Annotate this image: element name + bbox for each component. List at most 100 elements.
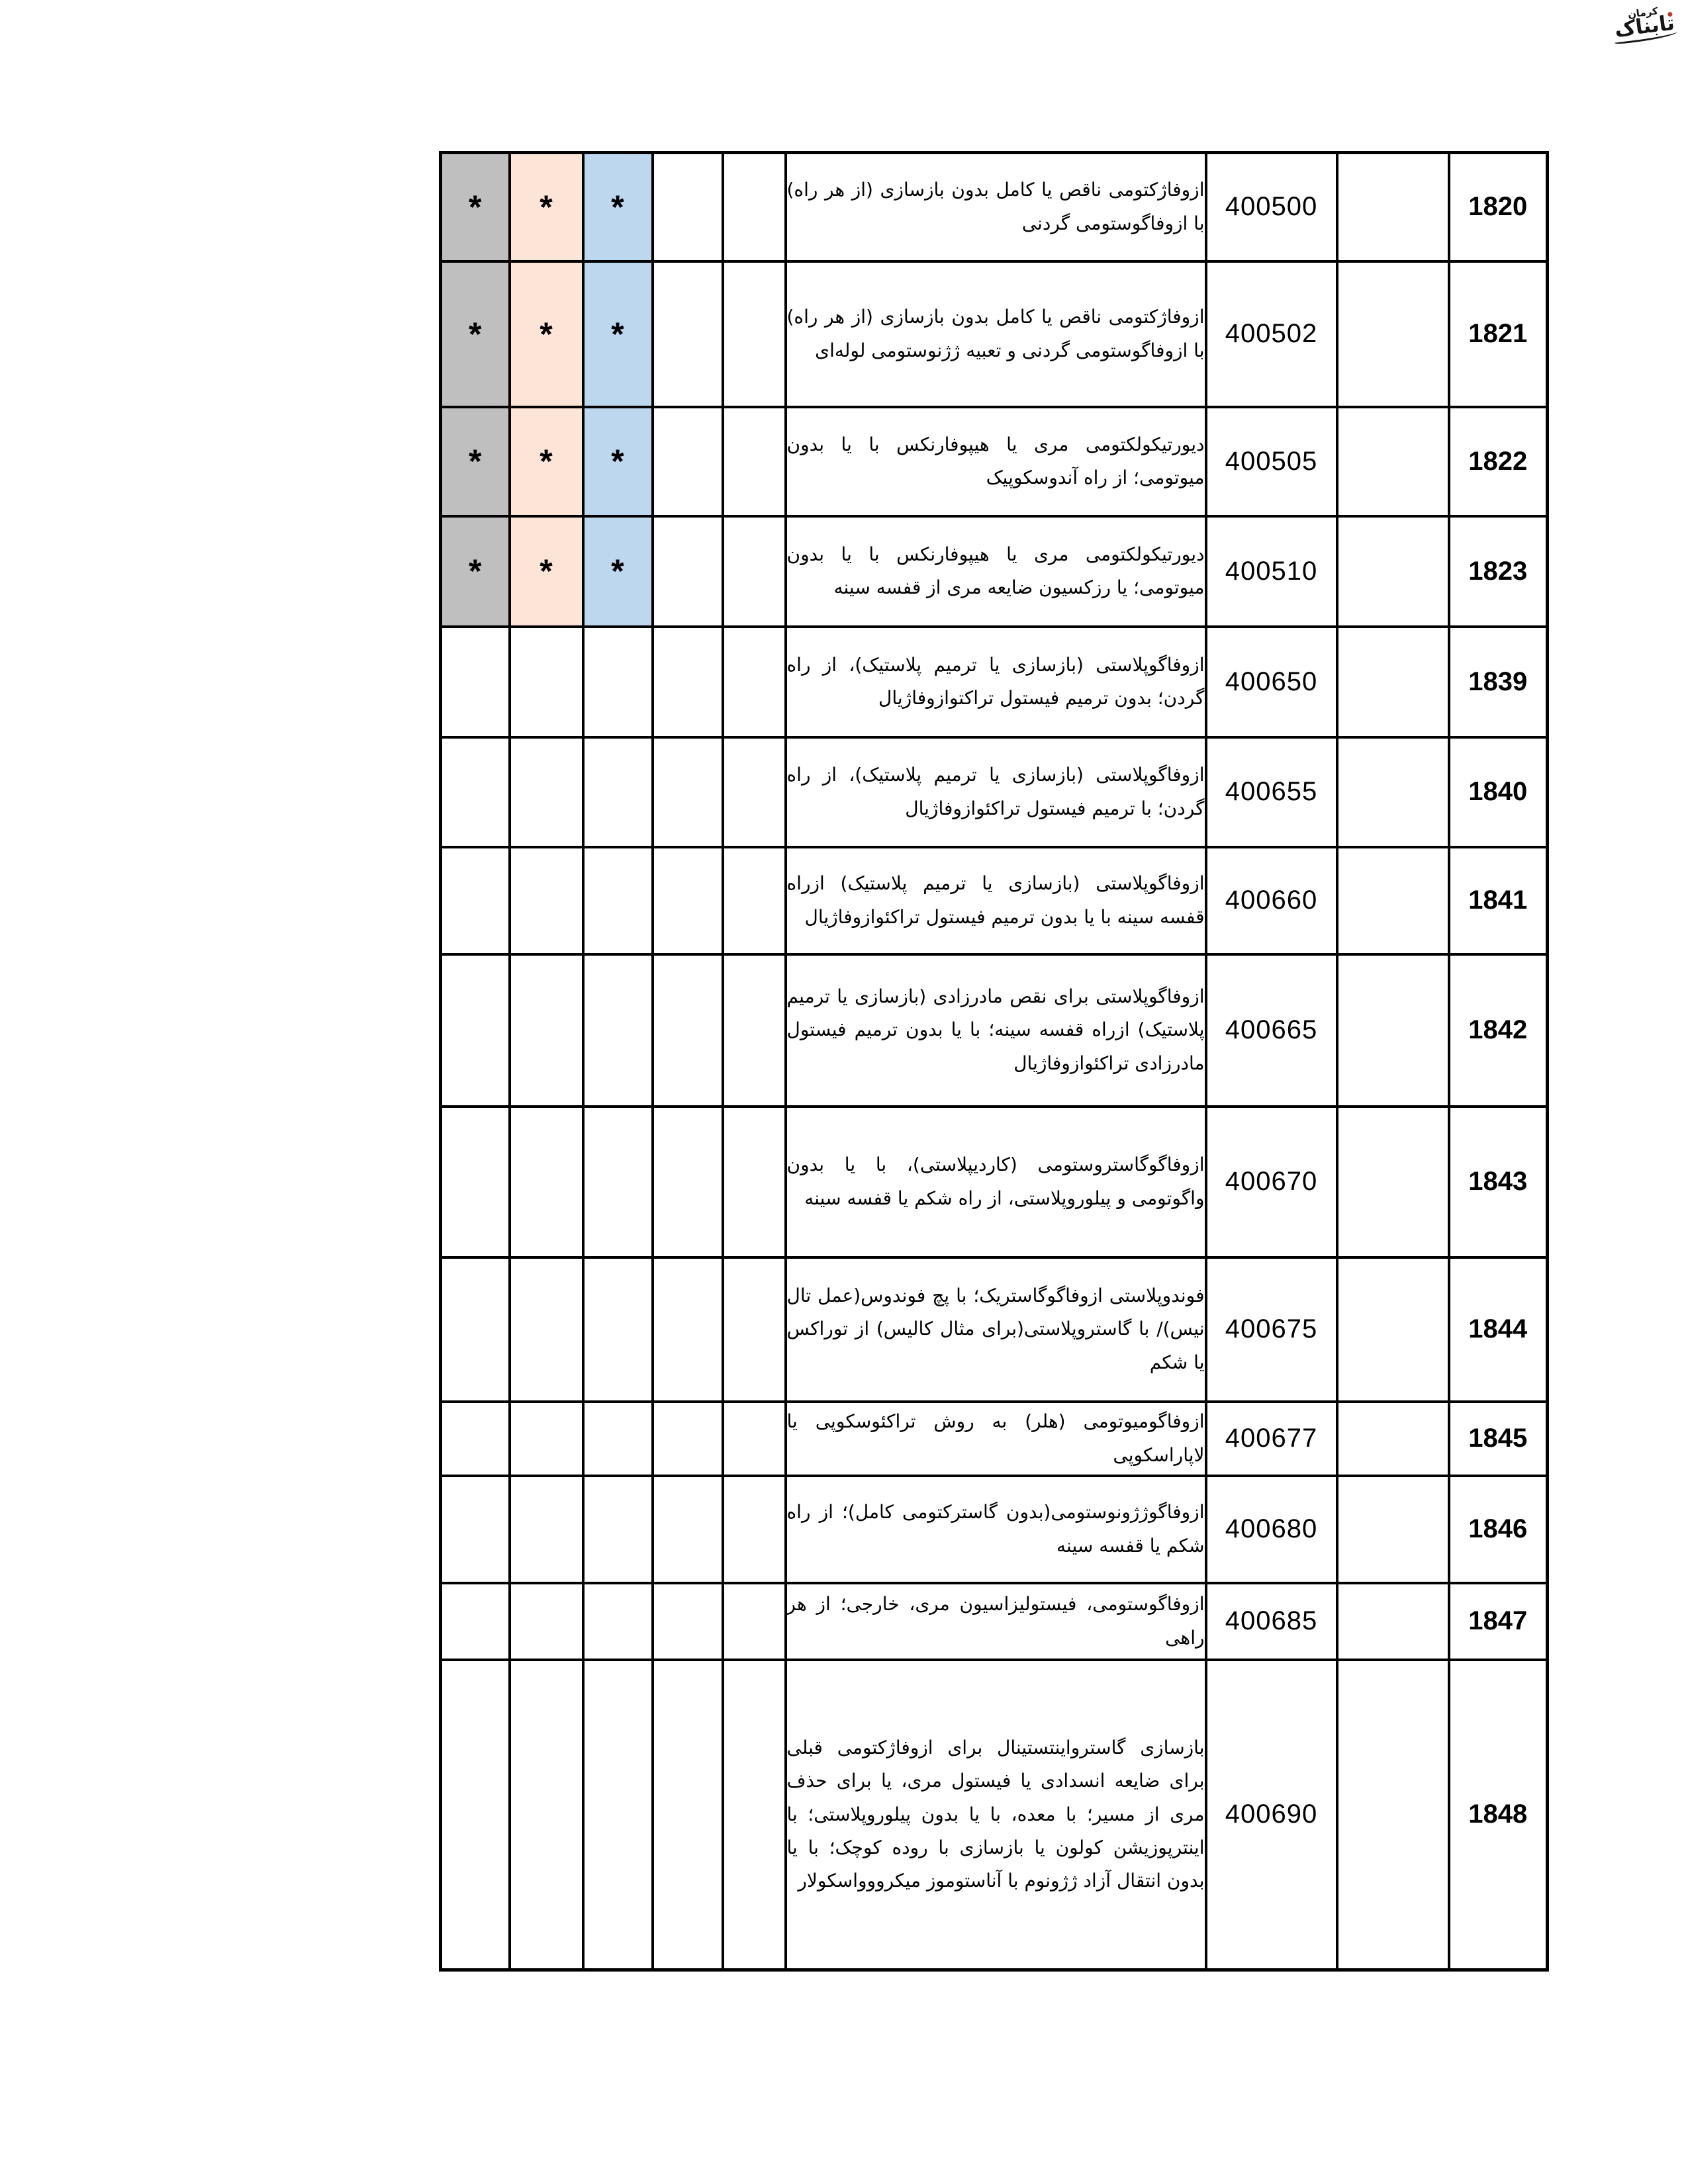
code-cell: 400655 xyxy=(1204,735,1338,848)
description-cell: فوندوپلاستی ازوفاگوگاستریک؛ با پچ فوندوس… xyxy=(784,1255,1207,1403)
star-cell-gray: * xyxy=(439,405,511,518)
spacer-cell xyxy=(1335,1255,1450,1403)
star-cell-peach xyxy=(508,625,585,739)
star-cell-gray: * xyxy=(439,259,511,408)
star-cell-peach xyxy=(508,735,585,848)
star-cell-peach xyxy=(508,952,585,1108)
spacer-cell xyxy=(651,405,724,518)
star-cell-blue xyxy=(581,845,654,956)
code-cell: 400685 xyxy=(1204,1581,1338,1661)
star-cell-gray xyxy=(439,1105,511,1259)
description-cell: ازوفاژکتومی ناقص یا کامل بدون بازسازی (ا… xyxy=(784,151,1207,263)
table-row: 1845 400677 ازوفاگومیوتومی (هلر) به روش تر… xyxy=(439,1400,1549,1477)
row-number-cell: 1822 xyxy=(1447,405,1549,518)
table-row: 1841 400660 ازوفاگوپلاستی (بازسازی یا ترمی… xyxy=(439,845,1549,956)
spacer-cell xyxy=(721,1581,787,1661)
row-number-cell: 1823 xyxy=(1447,514,1549,628)
spacer-cell xyxy=(1335,845,1450,956)
spacer-cell xyxy=(1335,1474,1450,1584)
spacer-cell xyxy=(721,1658,787,1972)
code-cell: 400502 xyxy=(1204,259,1338,408)
row-number-cell: 1821 xyxy=(1447,259,1549,408)
table-row: 1848 400690 بازسازی گاسترواینتستینال برای … xyxy=(439,1658,1549,1972)
description-cell: ازوفاگوپلاستی (بازسازی یا ترمیم پلاستیک)… xyxy=(784,845,1207,956)
spacer-cell xyxy=(721,845,787,956)
star-cell-blue xyxy=(581,1581,654,1661)
spacer-cell xyxy=(721,735,787,848)
spacer-cell xyxy=(651,259,724,408)
star-cell-peach xyxy=(508,1105,585,1259)
star-cell-peach: * xyxy=(508,405,585,518)
star-cell-gray xyxy=(439,952,511,1108)
row-number-cell: 1842 xyxy=(1447,952,1549,1108)
spacer-cell xyxy=(721,1255,787,1403)
code-cell: 400505 xyxy=(1204,405,1338,518)
description-cell: بازسازی گاسترواینتستینال برای ازوفاژکتوم… xyxy=(784,1658,1207,1972)
code-cell: 400690 xyxy=(1204,1658,1338,1972)
row-number-cell: 1841 xyxy=(1447,845,1549,956)
star-cell-blue xyxy=(581,735,654,848)
star-cell-blue xyxy=(581,1658,654,1972)
code-cell: 400677 xyxy=(1204,1400,1338,1477)
star-cell-peach: * xyxy=(508,259,585,408)
spacer-cell xyxy=(651,1474,724,1584)
star-cell-blue: * xyxy=(581,259,654,408)
spacer-cell xyxy=(1335,1400,1450,1477)
procedure-codes-table: 1820 400500 ازوفاژکتومی ناقص یا کامل بدون … xyxy=(439,151,1549,1972)
code-cell: 400660 xyxy=(1204,845,1338,956)
table-row: 1842 400665 ازوفاگوپلاستی برای نقص مادرزاد… xyxy=(439,952,1549,1108)
description-cell: ازوفاگوپلاستی (بازسازی یا ترمیم پلاستیک)… xyxy=(784,735,1207,848)
spacer-cell xyxy=(721,151,787,263)
spacer-cell xyxy=(651,151,724,263)
row-number-cell: 1845 xyxy=(1447,1400,1549,1477)
star-cell-blue xyxy=(581,1255,654,1403)
spacer-cell xyxy=(651,1400,724,1477)
row-number-cell: 1820 xyxy=(1447,151,1549,263)
spacer-cell xyxy=(1335,1581,1450,1661)
star-cell-gray xyxy=(439,1474,511,1584)
spacer-cell xyxy=(721,952,787,1108)
description-cell: ازوفاگوژژونوستومی(بدون گاسترکتومی کامل)؛… xyxy=(784,1474,1207,1584)
code-cell: 400675 xyxy=(1204,1255,1338,1403)
spacer-cell xyxy=(721,1400,787,1477)
table-row: 1839 400650 ازوفاگوپلاستی (بازسازی یا ترمی… xyxy=(439,625,1549,739)
spacer-cell xyxy=(651,952,724,1108)
spacer-cell xyxy=(651,625,724,739)
row-number-cell: 1839 xyxy=(1447,625,1549,739)
table-row: 1821 400502 ازوفاژکتومی ناقص یا کامل بدون … xyxy=(439,259,1549,408)
star-cell-gray xyxy=(439,845,511,956)
row-number-cell: 1847 xyxy=(1447,1581,1549,1661)
row-number-cell: 1848 xyxy=(1447,1658,1549,1972)
table-row: 1843 400670 ازوفاگوگاستروستومی (کاردیپلاست… xyxy=(439,1105,1549,1259)
spacer-cell xyxy=(651,1105,724,1259)
row-number-cell: 1846 xyxy=(1447,1474,1549,1584)
spacer-cell xyxy=(1335,1658,1450,1972)
spacer-cell xyxy=(721,259,787,408)
star-cell-blue xyxy=(581,625,654,739)
table-row: 1822 400505 دیورتیکولکتومی مری یا هیپوفارن… xyxy=(439,405,1549,518)
spacer-cell xyxy=(721,625,787,739)
star-cell-peach: * xyxy=(508,514,585,628)
spacer-cell xyxy=(651,1255,724,1403)
description-cell: ازوفاگوگاستروستومی (کاردیپلاستی)، با یا … xyxy=(784,1105,1207,1259)
site-logo: کرمان تابناک xyxy=(1608,4,1680,45)
spacer-cell xyxy=(651,1581,724,1661)
description-cell: دیورتیکولکتومی مری یا هیپوفارنکس با یا ب… xyxy=(784,514,1207,628)
row-number-cell: 1840 xyxy=(1447,735,1549,848)
star-cell-gray xyxy=(439,625,511,739)
spacer-cell xyxy=(651,735,724,848)
spacer-cell xyxy=(1335,735,1450,848)
table-row: 1820 400500 ازوفاژکتومی ناقص یا کامل بدون … xyxy=(439,151,1549,263)
code-cell: 400650 xyxy=(1204,625,1338,739)
star-cell-peach: * xyxy=(508,151,585,263)
row-number-cell: 1844 xyxy=(1447,1255,1549,1403)
star-cell-peach xyxy=(508,1400,585,1477)
star-cell-gray xyxy=(439,735,511,848)
description-cell: ازوفاگوپلاستی برای نقص مادرزادی (بازسازی… xyxy=(784,952,1207,1108)
star-cell-blue xyxy=(581,952,654,1108)
row-number-cell: 1843 xyxy=(1447,1105,1549,1259)
star-cell-peach xyxy=(508,1658,585,1972)
star-cell-peach xyxy=(508,845,585,956)
description-cell: ازوفاگوپلاستی (بازسازی یا ترمیم پلاستیک)… xyxy=(784,625,1207,739)
